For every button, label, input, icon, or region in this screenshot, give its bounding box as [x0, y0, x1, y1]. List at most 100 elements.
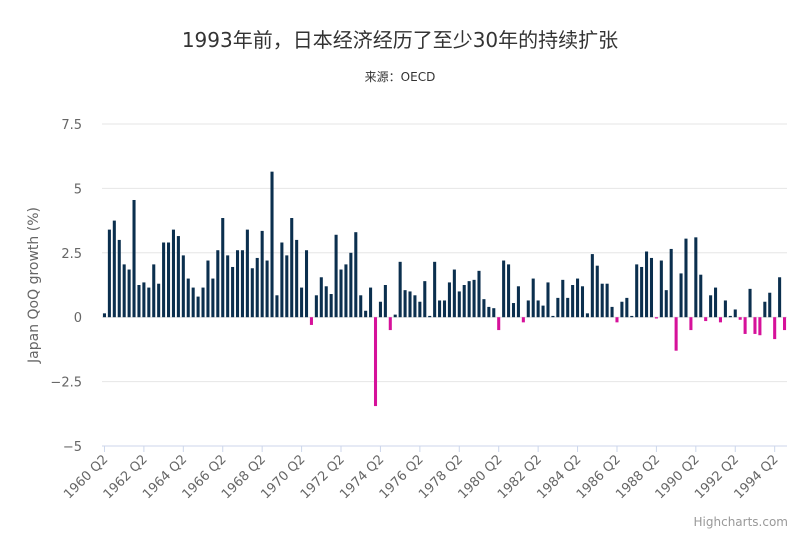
bar[interactable]	[595, 265, 599, 318]
bar[interactable]	[211, 278, 215, 318]
bar[interactable]	[275, 295, 279, 318]
bar[interactable]	[221, 218, 225, 318]
bar[interactable]	[127, 269, 131, 318]
bar[interactable]	[235, 250, 240, 318]
bar[interactable]	[477, 270, 481, 318]
bar[interactable]	[684, 238, 688, 318]
bar[interactable]	[359, 295, 363, 318]
bar[interactable]	[147, 287, 151, 318]
bar[interactable]	[783, 317, 787, 331]
bar[interactable]	[738, 317, 742, 320]
bar[interactable]	[309, 317, 313, 325]
bar[interactable]	[669, 248, 673, 318]
bar[interactable]	[645, 251, 649, 318]
bar[interactable]	[659, 260, 663, 318]
bar[interactable]	[290, 218, 294, 318]
bar[interactable]	[699, 274, 703, 318]
bar[interactable]	[531, 278, 535, 318]
bar[interactable]	[231, 266, 235, 318]
bar[interactable]	[507, 264, 511, 318]
bar[interactable]	[388, 317, 392, 331]
bar[interactable]	[561, 279, 565, 318]
bar[interactable]	[551, 315, 555, 318]
bar[interactable]	[580, 286, 585, 318]
credits-link[interactable]: Highcharts.com	[694, 515, 788, 529]
bar[interactable]	[157, 283, 161, 318]
bar[interactable]	[304, 250, 309, 318]
bar[interactable]	[541, 305, 545, 318]
bar[interactable]	[635, 264, 639, 318]
bar[interactable]	[502, 260, 506, 318]
bar[interactable]	[398, 261, 402, 318]
bar[interactable]	[743, 317, 747, 334]
bar[interactable]	[344, 264, 348, 318]
bar[interactable]	[240, 250, 244, 318]
bar[interactable]	[452, 269, 456, 318]
bar[interactable]	[585, 313, 589, 318]
bar[interactable]	[640, 266, 644, 318]
bar[interactable]	[630, 315, 634, 318]
bar[interactable]	[664, 290, 668, 318]
bar[interactable]	[329, 294, 333, 318]
bar[interactable]	[167, 242, 171, 318]
bar[interactable]	[137, 285, 141, 318]
bar[interactable]	[442, 300, 447, 318]
bar[interactable]	[492, 308, 496, 318]
bar[interactable]	[201, 287, 205, 318]
bar[interactable]	[758, 317, 762, 336]
bar[interactable]	[620, 301, 624, 318]
bar[interactable]	[270, 171, 274, 318]
bar[interactable]	[709, 295, 713, 318]
bar[interactable]	[763, 301, 767, 318]
bar[interactable]	[295, 239, 299, 318]
bar[interactable]	[625, 297, 629, 318]
bar[interactable]	[107, 229, 111, 318]
bar[interactable]	[369, 287, 373, 318]
bar[interactable]	[132, 199, 136, 318]
bar[interactable]	[428, 315, 432, 318]
bar[interactable]	[511, 303, 516, 318]
bar[interactable]	[679, 273, 683, 318]
bar[interactable]	[354, 232, 358, 318]
bar[interactable]	[191, 287, 195, 318]
bar[interactable]	[704, 317, 708, 322]
bar[interactable]	[778, 277, 782, 318]
bar[interactable]	[413, 295, 417, 318]
bar[interactable]	[714, 287, 718, 318]
bar[interactable]	[171, 229, 175, 318]
bar[interactable]	[438, 300, 442, 318]
bar[interactable]	[566, 297, 570, 318]
bar[interactable]	[433, 261, 437, 318]
bar[interactable]	[245, 229, 249, 318]
bar[interactable]	[142, 282, 146, 318]
bar[interactable]	[260, 230, 264, 318]
bar[interactable]	[467, 281, 471, 318]
bar[interactable]	[773, 317, 777, 340]
bar[interactable]	[605, 283, 609, 318]
bar[interactable]	[265, 260, 269, 318]
bar[interactable]	[300, 287, 304, 318]
bar[interactable]	[768, 292, 772, 318]
bar[interactable]	[457, 291, 461, 318]
bar[interactable]	[674, 317, 678, 351]
bar[interactable]	[723, 300, 727, 318]
bar[interactable]	[393, 314, 397, 318]
bar[interactable]	[718, 317, 722, 323]
bar[interactable]	[339, 269, 343, 318]
bar[interactable]	[654, 317, 658, 319]
bar[interactable]	[162, 242, 166, 318]
bar[interactable]	[447, 282, 451, 318]
bar[interactable]	[733, 309, 737, 318]
bar[interactable]	[250, 268, 254, 318]
bar[interactable]	[102, 313, 106, 318]
bar[interactable]	[206, 260, 210, 318]
bar[interactable]	[521, 317, 525, 323]
bar[interactable]	[571, 285, 575, 318]
bar[interactable]	[536, 300, 540, 318]
bar[interactable]	[112, 220, 116, 318]
bar[interactable]	[408, 291, 412, 318]
bar[interactable]	[122, 264, 126, 318]
bar[interactable]	[462, 285, 466, 318]
bar[interactable]	[186, 278, 190, 318]
bar[interactable]	[487, 306, 491, 318]
